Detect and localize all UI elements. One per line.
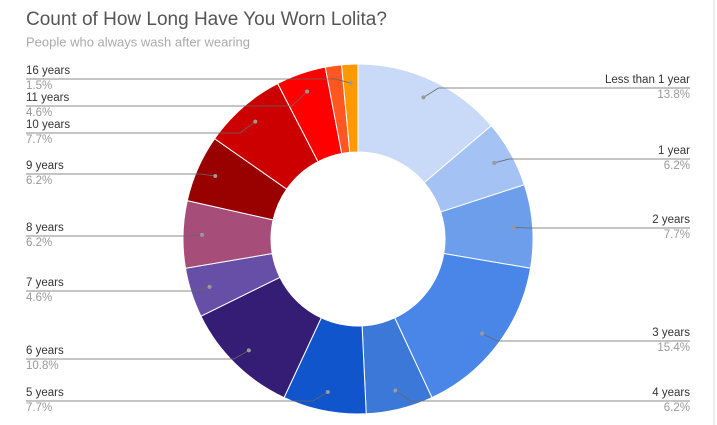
slice-label: 8 years (26, 222, 64, 234)
slice-label: Less than 1 year (605, 74, 690, 86)
slice-value-label: 7.7% (26, 402, 52, 414)
slice-value-label: 1.5% (26, 80, 52, 92)
leader-dot (200, 232, 205, 237)
slice-label: 10 years (26, 119, 70, 131)
slice-label: 16 years (26, 65, 70, 77)
donut-slice (394, 252, 532, 399)
slice-value-label: 6.2% (26, 175, 52, 187)
slice-value-label: 6.2% (664, 402, 690, 414)
slice-value-label: 10.8% (26, 360, 59, 372)
leader-line (26, 78, 351, 84)
leader-dot (207, 284, 212, 289)
leader-line (26, 391, 329, 402)
slice-label: 7 years (26, 277, 64, 289)
slice-label: 11 years (26, 92, 70, 104)
leader-dot (246, 348, 251, 353)
slice-value-label: 4.6% (26, 292, 52, 304)
slice-value-label: 7.7% (664, 229, 690, 241)
leader-dot (511, 225, 516, 230)
leader-dot (348, 81, 353, 86)
leader-dot (253, 119, 258, 124)
slice-label: 9 years (26, 160, 64, 172)
chart-title: Count of How Long Have You Worn Lolita? (26, 9, 387, 30)
leader-line (494, 158, 690, 164)
leader-dot (492, 160, 497, 165)
slice-value-label: 13.8% (657, 89, 690, 101)
slice-label: 3 years (652, 327, 690, 339)
leader-line (481, 333, 690, 342)
slice-value-label: 6.2% (664, 160, 690, 172)
leader-line (26, 91, 308, 107)
leader-line (26, 286, 210, 292)
leader-line (395, 390, 690, 402)
slice-label: 4 years (652, 387, 690, 399)
slice-label: 5 years (26, 387, 64, 399)
slice-label: 2 years (652, 214, 690, 226)
leader-dot (393, 388, 398, 393)
leader-line (26, 234, 203, 237)
chart-subtitle: People who always wash after wearing (26, 34, 250, 49)
leader-line (423, 87, 690, 98)
leader-dot (421, 95, 426, 100)
leader-line (26, 350, 250, 360)
leader-dot (305, 89, 310, 94)
slice-label: 1 year (658, 145, 690, 157)
donut-slice (341, 63, 359, 153)
leader-line (26, 173, 216, 177)
leader-dot (325, 390, 330, 395)
slice-value-label: 4.6% (26, 107, 52, 119)
slice-label: 6 years (26, 345, 64, 357)
slice-value-label: 6.2% (26, 237, 52, 249)
slice-value-label: 15.4% (657, 342, 690, 354)
leader-dot (480, 331, 485, 336)
leader-line (26, 121, 256, 134)
slice-value-label: 7.7% (26, 134, 52, 146)
leader-dot (213, 173, 218, 178)
